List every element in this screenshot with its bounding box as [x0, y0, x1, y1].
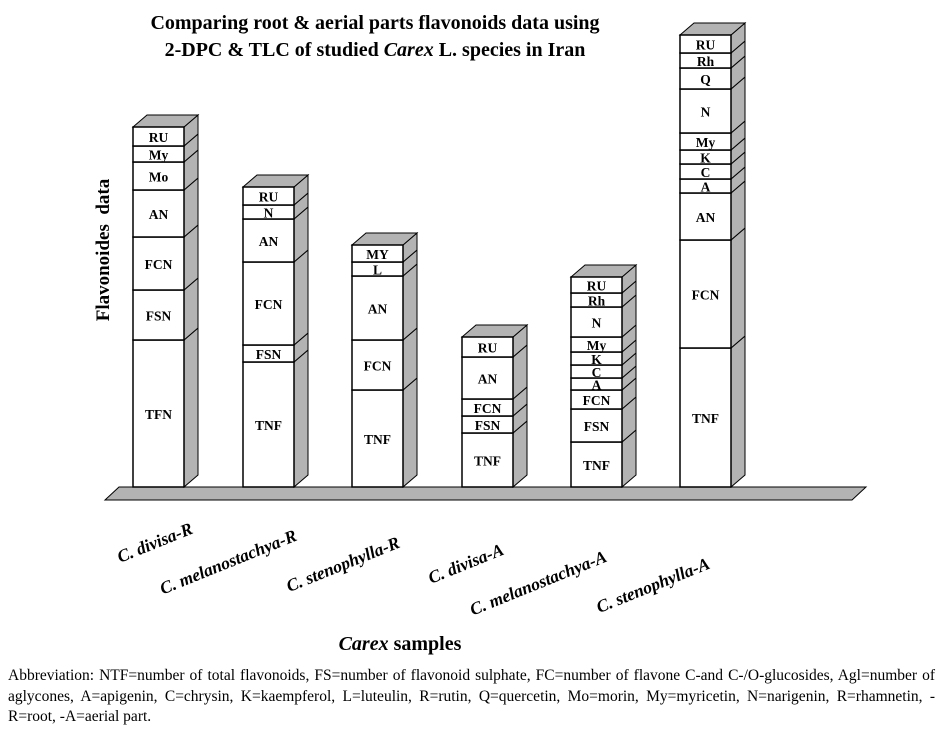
- bar-segment-label: N: [592, 316, 602, 331]
- x-axis-title-italic: Carex: [338, 633, 389, 655]
- bar-segment-label: AN: [696, 210, 716, 225]
- bar-segment-label: FCN: [364, 359, 392, 374]
- bar-segment: [679, 347, 732, 488]
- bar-segment: [461, 432, 514, 488]
- bar-segment: [570, 276, 623, 294]
- bar-segment-label: Rh: [697, 54, 715, 69]
- bar-segment-label: AN: [149, 207, 169, 222]
- bar-segment: [461, 336, 514, 358]
- bar-segment-label: FCN: [255, 297, 283, 312]
- bar-segment-label: RU: [587, 279, 607, 294]
- bar-segment-label: TNF: [692, 411, 719, 426]
- bar-segment-label: TNF: [583, 458, 610, 473]
- bar-segment-label: TFN: [145, 407, 172, 422]
- chart-title-line1: Comparing root & aerial parts flavonoids…: [150, 12, 600, 34]
- chart-title-line2-italic: Carex: [383, 39, 434, 61]
- bar-segment: [570, 306, 623, 338]
- bar-segment: [570, 408, 623, 443]
- bar-segment-label: AN: [259, 234, 279, 249]
- bar-segment-label: TNF: [474, 454, 501, 469]
- bar-segment-label: L: [373, 263, 382, 278]
- bar-segment-label: Q: [700, 72, 711, 87]
- x-axis-category-label: C. divisa-A: [425, 539, 506, 587]
- bar-segment-label: RU: [149, 130, 169, 145]
- bar-segment-label: FSN: [584, 419, 610, 434]
- bar-segment-label: FSN: [256, 347, 282, 362]
- bar-segment-label: Rh: [588, 294, 606, 309]
- bar-segment: [351, 275, 404, 341]
- chart-title-line2-suffix: L. species in Iran: [433, 39, 586, 61]
- bar-side-face: [402, 376, 418, 489]
- x-axis-category-label: C. divisa-R: [114, 518, 195, 566]
- bar-segment: [242, 186, 295, 206]
- bar-segment-label: FCN: [145, 257, 173, 272]
- bar-segment-label: RU: [696, 38, 716, 53]
- bar-segment: [242, 218, 295, 263]
- bar-segment-label: AN: [368, 302, 388, 317]
- bar-segment: [242, 261, 295, 346]
- bar-side-face: [730, 226, 746, 350]
- x-axis-category-label: C. stenophylla-A: [593, 553, 712, 617]
- bar-segment-label: FCN: [692, 288, 720, 303]
- bar-side-face: [293, 248, 309, 347]
- bar-segment-label: C: [701, 165, 711, 180]
- bar-segment: [242, 361, 295, 488]
- bar-segment-label: RU: [478, 341, 498, 356]
- bar-segment: [132, 126, 185, 147]
- bar-side-face: [293, 348, 309, 489]
- x-axis-title: Carex samples: [0, 633, 800, 656]
- bar-segment-label: RU: [259, 190, 279, 205]
- bar-segment-label: MY: [366, 247, 389, 262]
- bar-segment-label: TNF: [255, 418, 282, 433]
- bar-segment-label: My: [587, 338, 607, 353]
- bar-segment: [679, 34, 732, 54]
- abbreviation-footnote: Abbreviation: NTF=number of total flavon…: [8, 667, 935, 725]
- x-axis-category-label: C. stenophylla-R: [283, 532, 402, 596]
- bar-segment: [132, 289, 185, 341]
- bar-segment: [132, 339, 185, 488]
- bar-segment-label: My: [149, 148, 169, 163]
- bar-segment-label: FSN: [475, 418, 501, 433]
- bar-segment-label: FCN: [474, 401, 502, 416]
- bar-segment: [351, 244, 404, 263]
- chart-title: Comparing root & aerial parts flavonoids…: [55, 10, 695, 64]
- stacked-bar-chart: TFN FSN FCN AN Mo My RU C. divisa-R TNF FSN FCN AN N…: [103, 21, 868, 619]
- bar-segment-label: K: [591, 352, 602, 367]
- bar-segment: [351, 389, 404, 488]
- bar-segment-label: AN: [478, 372, 498, 387]
- bar-segment: [351, 339, 404, 391]
- bar-side-face: [183, 326, 199, 489]
- chart-title-line2: 2-DPC & TLC of studied Carex L. species …: [55, 37, 695, 64]
- bar-segment: [679, 239, 732, 349]
- bar-segment-label: N: [701, 105, 711, 120]
- bar-segment-label: N: [264, 206, 274, 221]
- bar-segment-label: My: [696, 135, 716, 150]
- floor-3d: [103, 486, 868, 501]
- bar-segment-label: FSN: [146, 309, 172, 324]
- bar-segment: [679, 192, 732, 241]
- bar-segment-label: FCN: [583, 393, 611, 408]
- bar-segment-label: Mo: [149, 170, 169, 185]
- bar-segment-label: C: [592, 365, 602, 380]
- bar-side-face: [402, 262, 418, 342]
- bar-segment: [461, 356, 514, 400]
- chart-title-line2-prefix: 2-DPC & TLC of studied: [164, 39, 384, 61]
- bar-segment-label: TNF: [364, 432, 391, 447]
- bar-segment-label: A: [701, 180, 711, 195]
- x-axis-title-rest: samples: [388, 633, 462, 655]
- bar-side-face: [730, 334, 746, 489]
- bar-segment-label: A: [592, 378, 602, 393]
- bar-segment-label: K: [700, 151, 711, 166]
